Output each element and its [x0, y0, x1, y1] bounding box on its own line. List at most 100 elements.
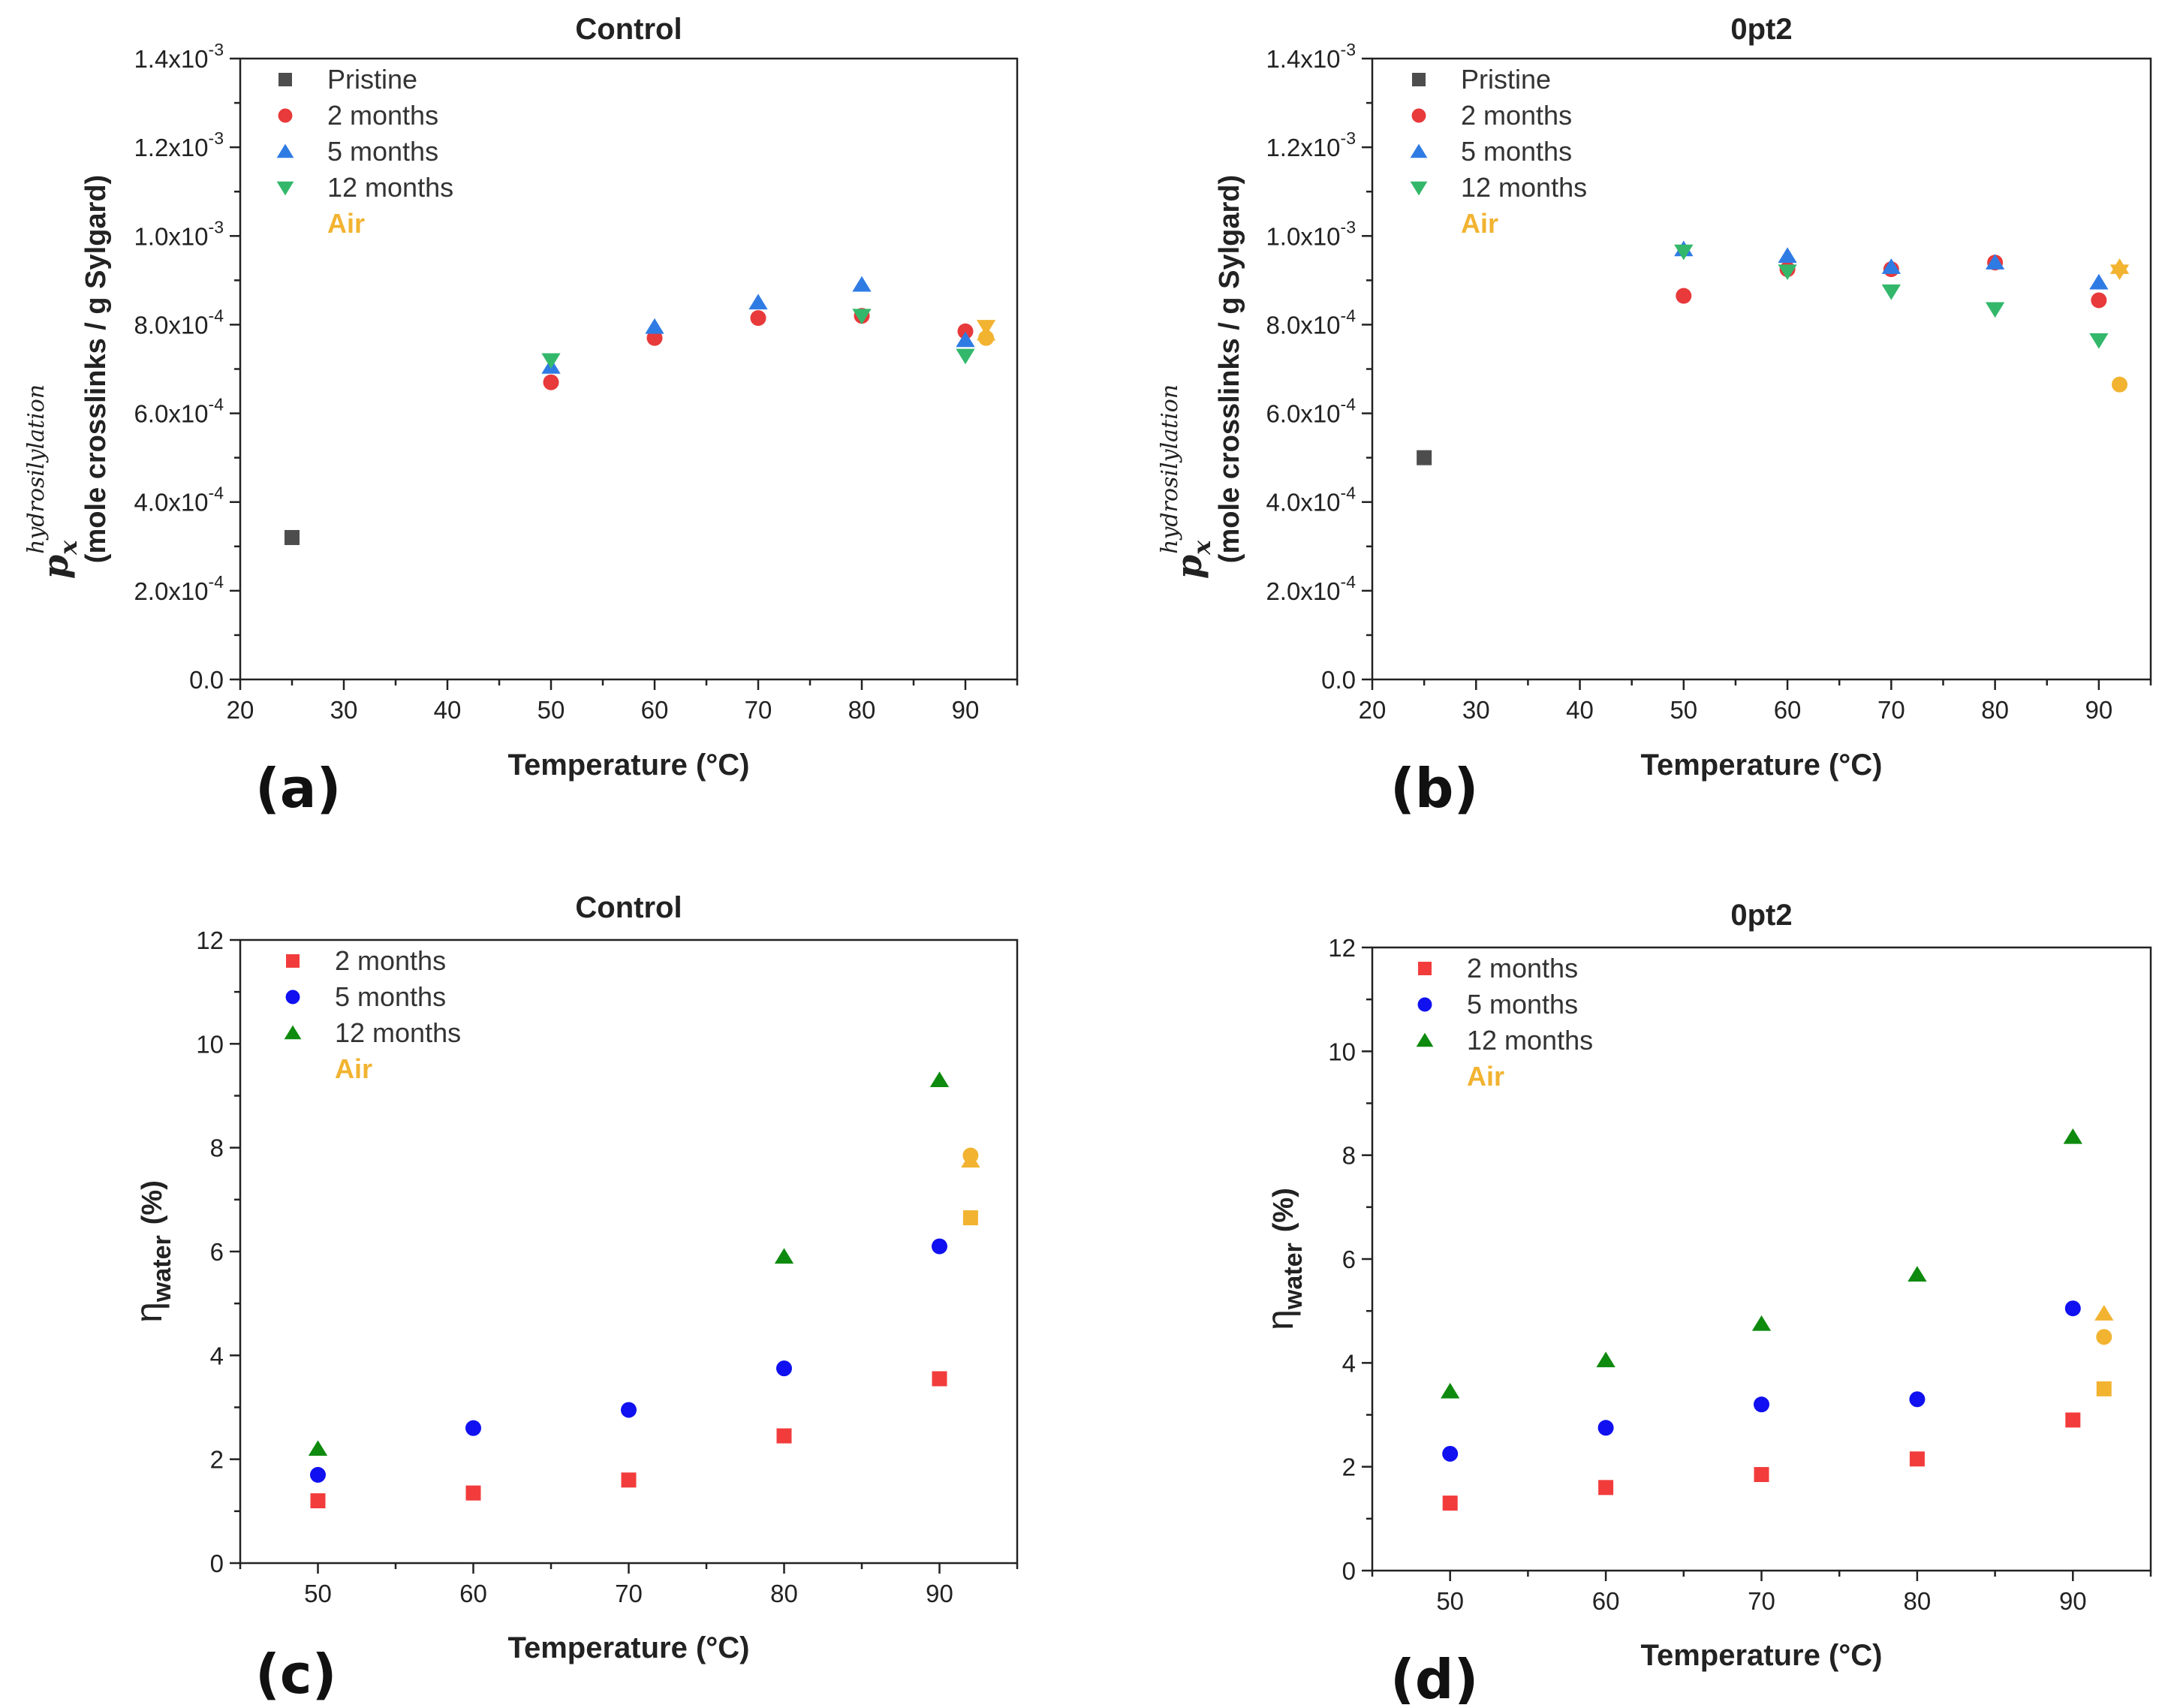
data-point: [310, 1466, 326, 1483]
data-point: [1881, 258, 1901, 274]
x-tick-label: 70: [615, 1580, 643, 1607]
y-axis-label: ηwater(%): [128, 1180, 176, 1323]
data-point: [1441, 1382, 1460, 1399]
legend-marker: [1410, 181, 1428, 196]
data-point: [2091, 292, 2107, 309]
y-tick-label: 12: [196, 926, 224, 954]
data-point: [2065, 1412, 2081, 1428]
data-point: [1674, 244, 1694, 261]
data-point: [1596, 1351, 1615, 1368]
y-tick-label: 2: [1342, 1453, 1356, 1481]
data-point: [1417, 450, 1432, 465]
x-tick-label: 20: [227, 696, 254, 724]
data-point: [465, 1485, 481, 1501]
y-tick-label: 4.0x10-4: [134, 483, 224, 517]
data-point: [2089, 273, 2109, 290]
y-tick-label: 8.0x10-4: [1266, 306, 1356, 339]
legend-label: Air: [1461, 208, 1498, 239]
x-tick-label: 70: [1748, 1587, 1775, 1615]
chart-panel-1: 0pt2 20 30 40 50 60 70 80 90 0.0 2.0x10-4 4.0x10-4 6…: [1157, 13, 2152, 820]
legend-label: 2 months: [327, 100, 438, 131]
x-tick-label: 60: [1592, 1587, 1620, 1615]
data-point: [1751, 1315, 1772, 1331]
legend-marker: [278, 108, 293, 123]
legend-marker: [284, 1025, 302, 1040]
y-tick-label: 0.0: [189, 666, 224, 694]
panel-letter: (c): [255, 1643, 337, 1704]
data-point: [1881, 284, 1901, 300]
y-tick-label: 6.0x10-4: [1266, 395, 1356, 428]
legend-label: 12 months: [1461, 172, 1587, 203]
chart-title: 0pt2: [1730, 899, 1792, 932]
y-tick-label: 4.0x10-4: [1266, 483, 1356, 517]
data-point: [932, 1238, 947, 1255]
y-tick-label: 10: [1328, 1038, 1356, 1065]
y-axis-label: pxhydrosilylation (mole crosslinks / g Sy…: [1157, 175, 1245, 579]
data-point: [748, 294, 768, 310]
x-tick-label: 50: [1670, 696, 1697, 724]
x-tick-label: 90: [2059, 1587, 2087, 1615]
data-point: [1754, 1467, 1769, 1483]
data-point: [1985, 302, 2005, 318]
data-point: [1985, 254, 2005, 270]
x-tick-label: 70: [1877, 696, 1905, 724]
x-tick-label: 80: [1904, 1587, 1932, 1615]
data-point: [1442, 1496, 1458, 1511]
x-axis-label: Temperature (°C): [508, 1631, 750, 1664]
x-tick-label: 50: [304, 1580, 332, 1607]
data-point: [2064, 1300, 2081, 1317]
data-point: [976, 320, 996, 336]
legend-label: 2 months: [335, 945, 446, 976]
data-point: [852, 276, 872, 292]
x-tick-label: 90: [2085, 696, 2113, 724]
y-tick-label: 2.0x10-4: [134, 572, 224, 605]
data-point: [310, 1493, 326, 1508]
chart-panel-0: Control 20 30 40 50 60 70 80 90 0.0 2.0x10-4 4.0x10…: [23, 13, 1019, 820]
x-tick-label: 60: [459, 1580, 487, 1607]
data-point: [308, 1440, 328, 1456]
data-point: [962, 1210, 978, 1226]
y-tick-label: 1.2x10-3: [134, 128, 224, 161]
y-tick-label: 1.4x10-3: [134, 40, 224, 73]
x-axis-label: Temperature (°C): [508, 749, 750, 782]
legend-label: 12 months: [335, 1017, 461, 1048]
panel-letter: (a): [255, 757, 341, 820]
legend-label: 2 months: [1467, 953, 1578, 984]
y-axis-label: pxhydrosilylation (mole crosslinks / g Sy…: [23, 175, 112, 579]
data-point: [465, 1420, 481, 1436]
legend-label: Air: [1467, 1061, 1504, 1092]
y-tick-label: 6: [1342, 1246, 1356, 1273]
y-tick-label: 8: [210, 1134, 224, 1162]
legend-label: 12 months: [1467, 1025, 1593, 1056]
data-point: [956, 348, 975, 365]
chart-panel-3: 0pt2 50 60 70 80 90 0 2 4 6 8 10 12 Temperature (°C) η…: [1259, 899, 2152, 1708]
chart-title: Control: [575, 891, 682, 924]
data-point: [285, 529, 300, 545]
data-point: [621, 1472, 637, 1488]
y-tick-label: 0: [1342, 1557, 1356, 1585]
legend-label: Air: [335, 1053, 372, 1084]
data-point: [1909, 1451, 1925, 1467]
x-tick-label: 60: [1774, 696, 1802, 724]
y-tick-label: 4: [210, 1342, 224, 1369]
legend-marker: [276, 181, 294, 196]
data-point: [956, 331, 975, 348]
legend-marker: [279, 73, 292, 86]
data-point: [776, 1428, 792, 1444]
data-point: [932, 1371, 947, 1387]
data-point: [2089, 333, 2109, 349]
x-tick-label: 70: [745, 696, 772, 724]
x-tick-label: 80: [770, 1580, 798, 1607]
legend-marker: [1418, 962, 1432, 975]
legend-label: 5 months: [327, 136, 438, 167]
legend-label: 5 months: [335, 981, 446, 1012]
y-tick-label: 2: [210, 1446, 224, 1474]
x-tick-label: 20: [1359, 696, 1387, 724]
data-point: [1442, 1445, 1459, 1462]
legend-label: Pristine: [327, 64, 417, 95]
x-tick-label: 90: [952, 696, 980, 724]
x-tick-label: 40: [1566, 696, 1594, 724]
data-point: [776, 1360, 792, 1377]
data-point: [1597, 1420, 1614, 1436]
